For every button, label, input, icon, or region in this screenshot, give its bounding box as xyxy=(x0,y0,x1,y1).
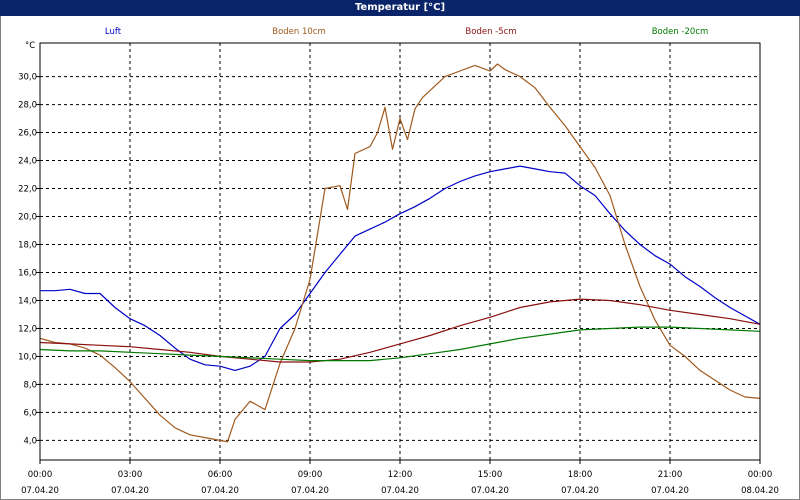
x-tick-date-label: 07.04.20 xyxy=(561,486,599,496)
series-line-boden-20cm xyxy=(39,326,761,362)
x-tick-time-label: 18:00 xyxy=(568,470,593,480)
x-tick-date-label: 07.04.20 xyxy=(651,486,689,496)
y-tick-label: 6,0 xyxy=(23,408,37,418)
series-line-boden-5cm xyxy=(39,298,761,363)
x-tick-time-label: 21:00 xyxy=(658,470,683,480)
y-tick-label: 4,0 xyxy=(23,436,37,446)
y-axis-unit: °C xyxy=(25,41,35,51)
x-tick-date-label: 07.04.20 xyxy=(291,486,329,496)
x-tick-date-label: 07.04.20 xyxy=(21,486,59,496)
x-tick-date-label: 07.04.20 xyxy=(201,486,239,496)
legend-entry: Boden 10cm xyxy=(272,27,326,37)
y-tick-label: 28,0 xyxy=(18,101,37,111)
y-tick-label: 8,0 xyxy=(23,380,37,390)
legend-entry: Luft xyxy=(105,27,122,37)
x-tick-time-label: 09:00 xyxy=(298,470,323,480)
window-title: Temperatur [°C] xyxy=(0,0,800,16)
y-tick-label: 26,0 xyxy=(18,129,37,139)
series-line-boden-10cm xyxy=(39,63,761,443)
x-tick-time-label: 15:00 xyxy=(478,470,503,480)
x-tick-time-label: 00:00 xyxy=(748,470,773,480)
grid-lines xyxy=(40,43,760,460)
legend: Luft Boden 10cm Boden -5cm Boden -20cm xyxy=(105,27,708,37)
series-line-luft xyxy=(40,165,761,371)
y-tick-label: 12,0 xyxy=(18,324,37,334)
x-axis: 00:00 07.04.20 03:00 07.04.20 06:00 07.04.20 0… xyxy=(21,460,779,496)
x-tick-time-label: 06:00 xyxy=(208,470,233,480)
y-axis: 4,0 6,0 8,0 10,0 12,0 14,0 16,0 18,0 20,0 22,0 24,… xyxy=(18,73,40,446)
y-tick-label: 10,0 xyxy=(18,352,37,362)
x-tick-time-label: 12:00 xyxy=(388,470,413,480)
y-tick-label: 14,0 xyxy=(18,296,37,306)
x-tick-date-label: 08.04.20 xyxy=(741,486,779,496)
plot-area xyxy=(40,43,760,460)
x-tick-time-label: 03:00 xyxy=(118,470,143,480)
x-tick-date-label: 07.04.20 xyxy=(111,486,149,496)
legend-entry: Boden -5cm xyxy=(465,27,516,37)
y-tick-label: 16,0 xyxy=(18,268,37,278)
series-layer xyxy=(39,63,761,443)
y-tick-label: 18,0 xyxy=(18,241,37,251)
y-tick-label: 30,0 xyxy=(18,73,37,83)
x-tick-date-label: 07.04.20 xyxy=(381,486,419,496)
x-tick-time-label: 00:00 xyxy=(28,470,53,480)
x-tick-date-label: 07.04.20 xyxy=(471,486,509,496)
y-tick-label: 22,0 xyxy=(18,185,37,195)
legend-entry: Boden -20cm xyxy=(652,27,709,37)
y-tick-label: 24,0 xyxy=(18,157,37,167)
y-tick-label: 20,0 xyxy=(18,213,37,223)
